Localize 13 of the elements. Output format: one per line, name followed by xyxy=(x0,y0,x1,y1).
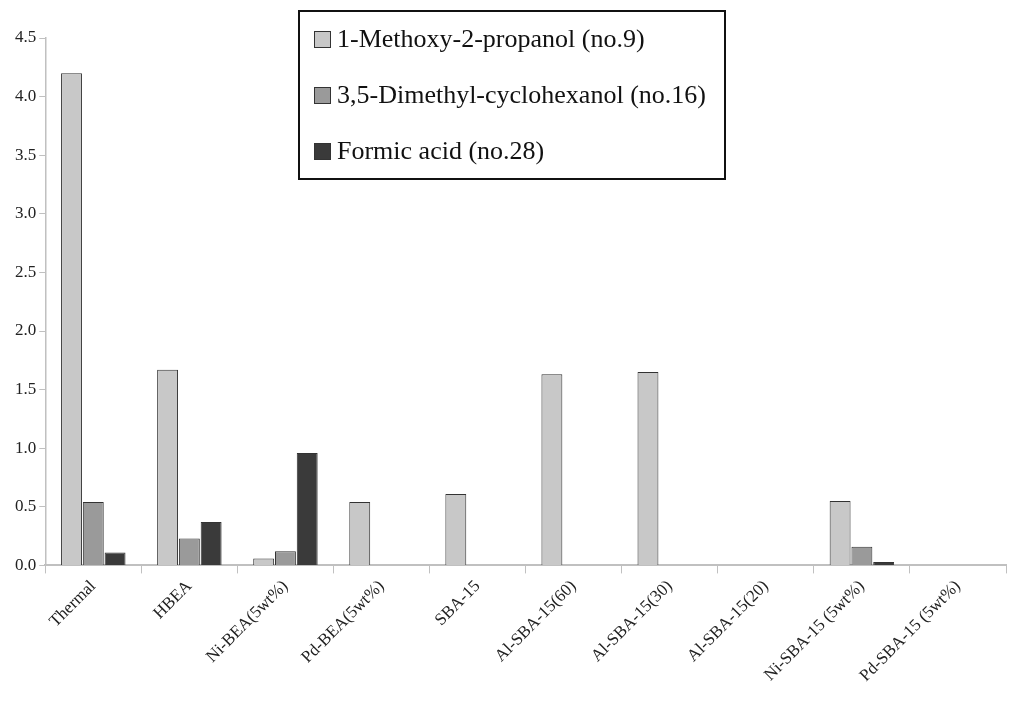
y-tick-label: 1.5 xyxy=(15,379,37,399)
y-tick-label: 4.5 xyxy=(15,27,37,47)
y-tick-label: 1.0 xyxy=(15,437,37,457)
y-tick-label: 2.5 xyxy=(15,261,37,281)
y-tick-label: 4.0 xyxy=(15,86,37,106)
y-tick-label: 3.5 xyxy=(15,144,37,164)
legend-label: 3,5-Dimethyl-cyclohexanol (no.16) xyxy=(337,80,706,110)
y-tick-label: 2.0 xyxy=(15,320,37,340)
y-tick-label: 0.0 xyxy=(15,554,37,574)
y-tick-label: 0.5 xyxy=(15,496,37,516)
y-tick-label: 3.0 xyxy=(15,203,37,223)
legend-label: 1-Methoxy-2-propanol (no.9) xyxy=(337,24,645,54)
legend-label: Formic acid (no.28) xyxy=(337,136,545,166)
